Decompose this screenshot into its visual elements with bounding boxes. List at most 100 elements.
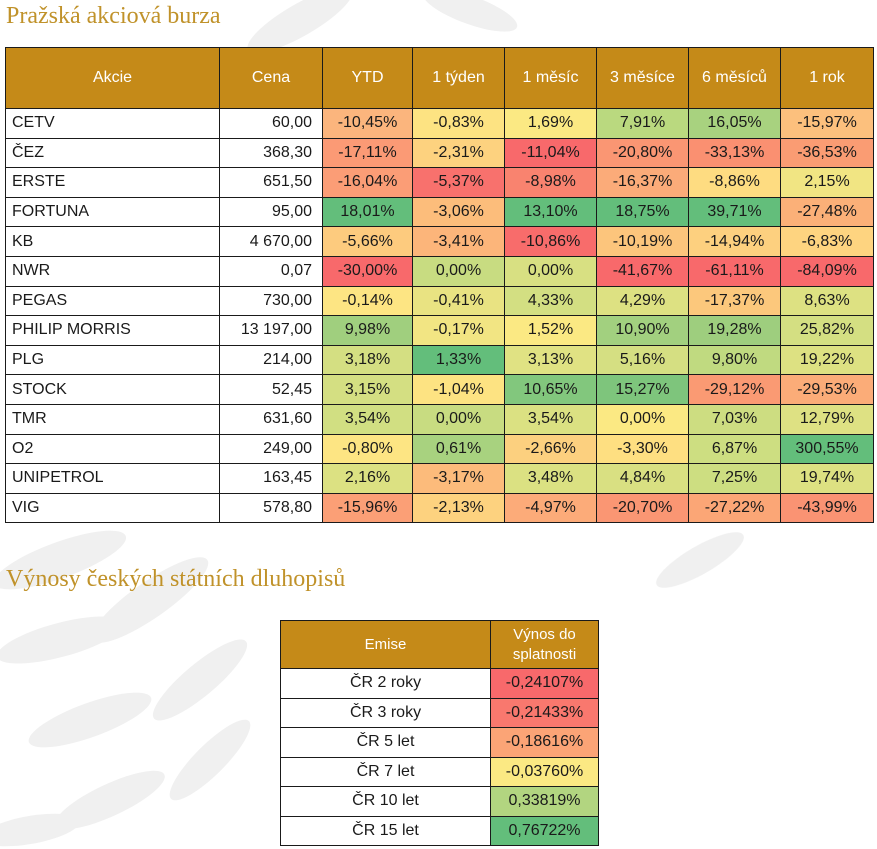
stock-change-cell: 3,54% [322,403,413,435]
stock-name: O2 [5,433,220,465]
stock-change-cell: 5,16% [596,344,689,376]
bond-issue: ČR 5 let [280,727,491,758]
table-row: PLG 214,00 3,18% 1,33% 3,13% 5,16% 9,80% 19,22% [5,344,874,376]
stock-table: Akcie Cena YTD 1 týden 1 měsíc 3 měsíce … [5,47,874,524]
header-6-mesicu: 6 měsíců [688,47,781,109]
header-cena: Cena [219,47,323,109]
stock-change-cell: -20,70% [596,492,689,524]
stock-change-cell: -10,86% [504,226,597,257]
stock-change-cell: -29,53% [780,374,874,405]
stock-change-cell: 1,69% [504,108,597,139]
stock-change-cell: 7,03% [688,403,781,435]
stock-table-header: Akcie Cena YTD 1 týden 1 měsíc 3 měsíce … [5,47,874,109]
stock-change-cell: -30,00% [322,255,413,287]
table-row: ČR 2 roky -0,24107% [280,668,599,699]
stock-change-cell: 18,01% [322,196,413,228]
stock-change-cell: -2,66% [504,433,597,465]
header-vynos: Výnos do splatnosti [490,620,599,669]
table-row: UNIPETROL 163,45 2,16% -3,17% 3,48% 4,84% 7,25… [5,463,874,494]
stock-change-cell: -84,09% [780,255,874,287]
stock-change-cell: 18,75% [596,196,689,228]
stock-change-cell: 1,52% [504,315,597,346]
stock-name: KB [5,226,220,257]
stock-change-cell: -16,37% [596,167,689,198]
stock-change-cell: -0,17% [412,315,505,346]
bond-yield: -0,03760% [490,756,599,787]
stock-change-cell: 9,98% [322,315,413,346]
stock-change-cell: -0,80% [322,433,413,465]
stock-change-cell: 10,65% [504,374,597,405]
stock-change-cell: 10,90% [596,315,689,346]
stock-change-cell: -27,22% [688,492,781,524]
header-1-mesic: 1 měsíc [504,47,597,109]
table-row: PHILIP MORRIS 13 197,00 9,98% -0,17% 1,52% 10… [5,315,874,346]
stock-change-cell: 19,22% [780,344,874,376]
stock-change-cell: 3,54% [504,403,597,435]
stock-change-cell: -0,83% [412,108,505,139]
stock-change-cell: 0,00% [412,403,505,435]
table-row: KB 4 670,00 -5,66% -3,41% -10,86% -10,19% -14,… [5,226,874,257]
table-row: STOCK 52,45 3,15% -1,04% 10,65% 15,27% -29,12%… [5,374,874,405]
table-row: CETV 60,00 -10,45% -0,83% 1,69% 7,91% 16,05% -1… [5,108,874,139]
stock-change-cell: -0,41% [412,285,505,317]
stock-change-cell: -43,99% [780,492,874,524]
stock-change-cell: -4,97% [504,492,597,524]
bond-yield: 0,76722% [490,815,599,846]
stock-change-cell: -10,45% [322,108,413,139]
bond-issue: ČR 2 roky [280,668,491,699]
stock-price: 60,00 [219,108,323,139]
bond-yield: -0,18616% [490,727,599,758]
bond-issue: ČR 10 let [280,786,491,817]
table-row: ERSTE 651,50 -16,04% -5,37% -8,98% -16,37% -8,… [5,167,874,198]
stock-change-cell: -1,04% [412,374,505,405]
stock-name: ERSTE [5,167,220,198]
bond-issue: ČR 7 let [280,756,491,787]
stock-change-cell: -15,96% [322,492,413,524]
bond-issue: ČR 15 let [280,815,491,846]
stock-change-cell: -5,37% [412,167,505,198]
stock-price: 0,07 [219,255,323,287]
stock-change-cell: 3,15% [322,374,413,405]
stock-change-cell: 4,29% [596,285,689,317]
bond-yield: -0,21433% [490,697,599,728]
stock-change-cell: -8,98% [504,167,597,198]
stock-change-cell: 4,84% [596,463,689,494]
header-3-mesice: 3 měsíce [596,47,689,109]
header-1-tyden: 1 týden [412,47,505,109]
stock-change-cell: 3,48% [504,463,597,494]
stock-change-cell: 3,13% [504,344,597,376]
stock-change-cell: 4,33% [504,285,597,317]
stock-price: 52,45 [219,374,323,405]
stock-price: 95,00 [219,196,323,228]
stock-change-cell: 3,18% [322,344,413,376]
stock-name: VIG [5,492,220,524]
table-row: ČR 7 let -0,03760% [280,756,599,787]
table-row: ČEZ 368,30 -17,11% -2,31% -11,04% -20,80% -33,… [5,137,874,169]
stock-change-cell: -0,14% [322,285,413,317]
stock-name: FORTUNA [5,196,220,228]
stock-change-cell: 300,55% [780,433,874,465]
stock-price: 249,00 [219,433,323,465]
table-row: ČR 15 let 0,76722% [280,815,599,846]
stock-change-cell: -61,11% [688,255,781,287]
stock-change-cell: 9,80% [688,344,781,376]
stock-price: 368,30 [219,137,323,169]
header-vynos-line1: Výnos do [513,625,576,643]
stock-change-cell: 12,79% [780,403,874,435]
stock-change-cell: -8,86% [688,167,781,198]
stock-price: 631,60 [219,403,323,435]
stock-change-cell: -11,04% [504,137,597,169]
stock-price: 4 670,00 [219,226,323,257]
stock-change-cell: 16,05% [688,108,781,139]
stock-change-cell: -29,12% [688,374,781,405]
stock-change-cell: 7,91% [596,108,689,139]
stock-change-cell: -2,13% [412,492,505,524]
stock-change-cell: -3,41% [412,226,505,257]
stock-name: ČEZ [5,137,220,169]
stock-change-cell: 0,00% [412,255,505,287]
stock-change-cell: 1,33% [412,344,505,376]
bond-yields-title: Výnosy českých státních dluhopisů [6,566,346,592]
stock-change-cell: -36,53% [780,137,874,169]
stock-change-cell: 0,61% [412,433,505,465]
bond-table: Emise Výnos do splatnosti ČR 2 roky -0,24… [280,620,599,846]
